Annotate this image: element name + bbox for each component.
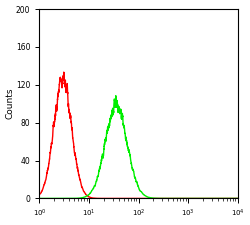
Y-axis label: Counts: Counts <box>6 88 15 119</box>
